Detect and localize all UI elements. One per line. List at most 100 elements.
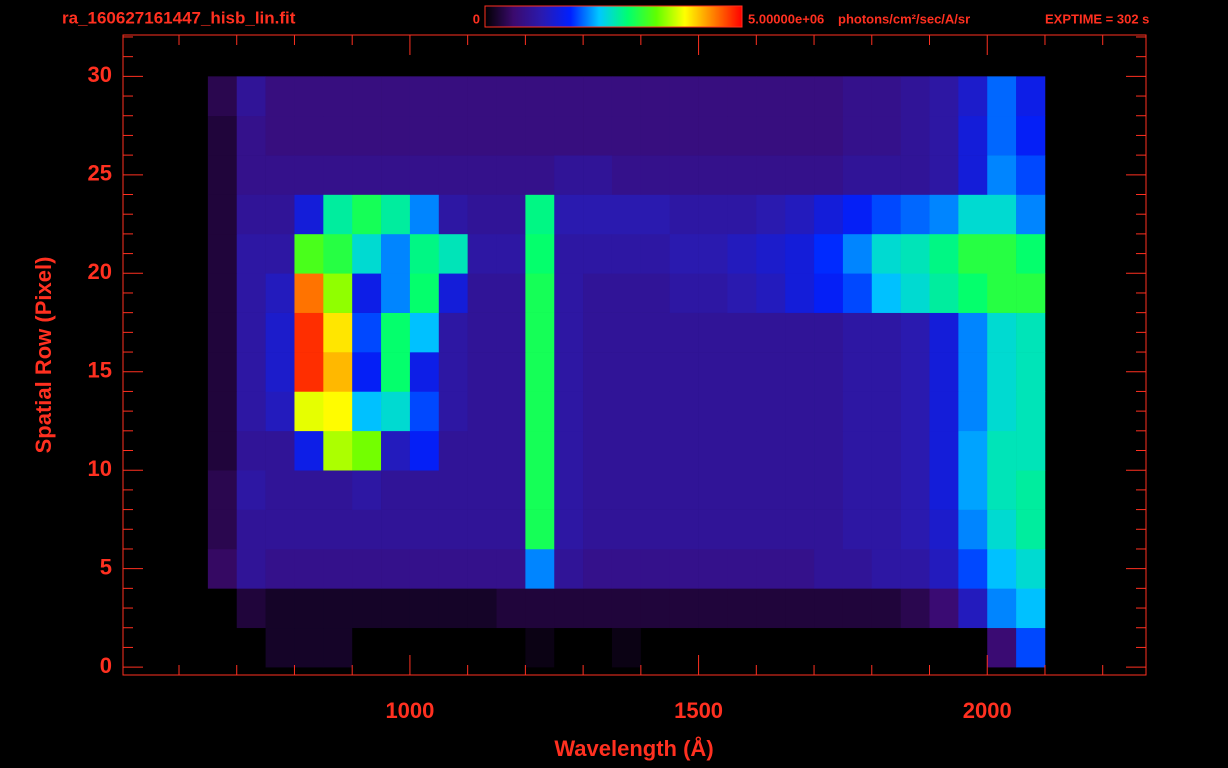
heatmap-cell bbox=[438, 627, 468, 668]
y-tick-label: 15 bbox=[88, 358, 112, 383]
heatmap-cell bbox=[467, 470, 497, 510]
heatmap-cell bbox=[958, 312, 988, 353]
heatmap-cell bbox=[294, 233, 324, 274]
heatmap-cell bbox=[525, 509, 555, 550]
heatmap-cell bbox=[294, 588, 324, 629]
heatmap-cell bbox=[583, 627, 613, 668]
heatmap-cell bbox=[265, 470, 295, 510]
heatmap-cell bbox=[785, 194, 815, 235]
heatmap-cell bbox=[640, 233, 671, 274]
heatmap-cell bbox=[871, 312, 901, 353]
heatmap-cell bbox=[554, 627, 584, 668]
heatmap-cell bbox=[496, 115, 526, 156]
heatmap-cell bbox=[352, 273, 382, 313]
heatmap-cell bbox=[669, 233, 699, 274]
heatmap-cell bbox=[467, 233, 497, 274]
heatmap-cell bbox=[611, 115, 642, 156]
heatmap-cell bbox=[496, 194, 526, 235]
heatmap-cell bbox=[352, 352, 382, 392]
heatmap-cell bbox=[640, 470, 671, 510]
heatmap-cell bbox=[698, 470, 728, 510]
heatmap-cell bbox=[987, 509, 1017, 550]
heatmap-cell bbox=[525, 312, 555, 353]
heatmap-cell bbox=[554, 588, 584, 629]
heatmap-cell bbox=[871, 273, 901, 313]
heatmap-cell bbox=[958, 588, 988, 629]
heatmap-cell bbox=[611, 391, 642, 432]
chart-title: ra_160627161447_hisb_lin.fit bbox=[62, 8, 296, 27]
heatmap-cell bbox=[669, 76, 699, 117]
heatmap-cell bbox=[756, 627, 786, 668]
heatmap-cell bbox=[294, 509, 324, 550]
heatmap-cell bbox=[958, 548, 988, 589]
heatmap-cell bbox=[409, 627, 440, 668]
heatmap-cell bbox=[669, 352, 699, 392]
heatmap-cell bbox=[842, 430, 873, 471]
heatmap-cell bbox=[929, 273, 959, 313]
heatmap-cell bbox=[525, 155, 555, 195]
heatmap-cell bbox=[236, 273, 266, 313]
heatmap-cell bbox=[583, 312, 613, 353]
heatmap-cell bbox=[409, 273, 440, 313]
heatmap-cell bbox=[756, 273, 786, 313]
heatmap-cell bbox=[987, 115, 1017, 156]
heatmap-cell bbox=[409, 548, 440, 589]
heatmap-cell bbox=[525, 430, 555, 471]
heatmap-cell bbox=[294, 194, 324, 235]
heatmap-cell bbox=[785, 588, 815, 629]
heatmap-cell bbox=[236, 76, 266, 117]
heatmap-cell bbox=[467, 430, 497, 471]
heatmap-cell bbox=[207, 194, 238, 235]
heatmap-cell bbox=[496, 233, 526, 274]
heatmap-cell bbox=[583, 391, 613, 432]
heatmap-cell bbox=[409, 312, 440, 353]
heatmap-cell bbox=[871, 352, 901, 392]
heatmap-cell bbox=[871, 391, 901, 432]
heatmap-cell bbox=[929, 233, 959, 274]
heatmap-cell bbox=[698, 115, 728, 156]
heatmap-cell bbox=[438, 115, 468, 156]
heatmap-cell bbox=[554, 233, 584, 274]
heatmap-cell bbox=[871, 627, 901, 668]
heatmap-cell bbox=[207, 588, 238, 629]
heatmap-cell bbox=[669, 470, 699, 510]
heatmap-cell bbox=[381, 233, 411, 274]
heatmap-cell bbox=[496, 430, 526, 471]
heatmap-cell bbox=[900, 627, 930, 668]
heatmap-cell bbox=[669, 312, 699, 353]
heatmap-cell bbox=[265, 273, 295, 313]
heatmap-cell bbox=[554, 194, 584, 235]
heatmap-cell bbox=[900, 430, 930, 471]
heatmap-cell bbox=[438, 194, 468, 235]
heatmap-cell bbox=[900, 312, 930, 353]
heatmap-cell bbox=[409, 352, 440, 392]
y-tick-label: 30 bbox=[88, 62, 112, 87]
heatmap-cell bbox=[785, 627, 815, 668]
heatmap-cell bbox=[987, 273, 1017, 313]
heatmap-cell bbox=[294, 548, 324, 589]
heatmap-cell bbox=[381, 588, 411, 629]
heatmap-cell bbox=[785, 470, 815, 510]
heatmap-cell bbox=[698, 233, 728, 274]
heatmap-cell bbox=[814, 509, 844, 550]
heatmap-cell bbox=[958, 352, 988, 392]
heatmap-cell bbox=[438, 273, 468, 313]
heatmap-cell bbox=[323, 430, 353, 471]
heatmap-cell bbox=[236, 627, 266, 668]
heatmap-cell bbox=[583, 233, 613, 274]
heatmap-cell bbox=[381, 548, 411, 589]
heatmap-cell bbox=[756, 233, 786, 274]
heatmap-cell bbox=[756, 76, 786, 117]
heatmap-cell bbox=[207, 352, 238, 392]
heatmap-cell bbox=[698, 352, 728, 392]
heatmap-cell bbox=[1016, 233, 1046, 274]
heatmap-cell bbox=[842, 470, 873, 510]
heatmap-cell bbox=[814, 76, 844, 117]
heatmap-cell bbox=[987, 194, 1017, 235]
heatmap-cell bbox=[756, 470, 786, 510]
heatmap-cell bbox=[294, 430, 324, 471]
heatmap-cell bbox=[611, 627, 642, 668]
heatmap-cell bbox=[409, 430, 440, 471]
heatmap-cell bbox=[265, 155, 295, 195]
